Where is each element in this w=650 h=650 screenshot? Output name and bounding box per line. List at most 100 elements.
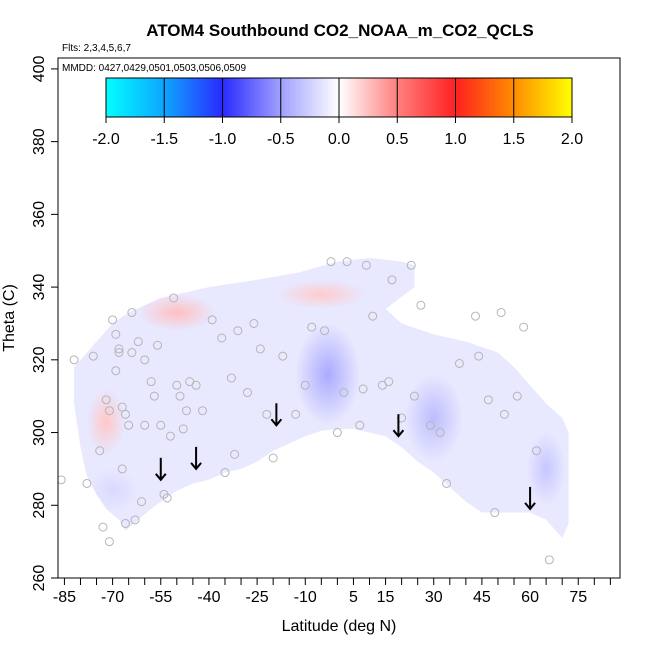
sample-point [101, 395, 111, 405]
anomaly-blob [138, 294, 216, 331]
sample-point [108, 315, 118, 325]
sample-point [133, 337, 143, 347]
sample-point [140, 355, 150, 365]
colorbar: -2.0 -1.5 -1.0 -0.5 0.0 0.5 1.0 1.5 2.0 [92, 77, 583, 148]
sample-point [368, 311, 378, 321]
anomaly-blob [276, 279, 367, 309]
sample-point [104, 406, 114, 416]
descent-arrow [190, 446, 202, 471]
y-axis-label: Theta (C) [1, 284, 18, 352]
x-tick-label: 5 [349, 589, 358, 606]
sample-point [104, 537, 114, 547]
anomaly-blob [86, 388, 126, 455]
sample-point [149, 391, 159, 401]
x-tick-label: 45 [473, 589, 491, 606]
sample-point [114, 348, 124, 358]
sample-point [426, 420, 436, 430]
sample-point [416, 300, 426, 310]
sample-point [255, 344, 265, 354]
sample-point [262, 409, 272, 419]
sample-point [146, 377, 156, 387]
colorbar-tick-label: -0.5 [267, 131, 295, 148]
x-tick-label: 60 [521, 589, 539, 606]
sample-point [120, 518, 130, 528]
x-tick-label: -85 [53, 589, 76, 606]
y-tick-label: 320 [31, 346, 48, 373]
sample-point [300, 380, 310, 390]
x-tick-label: -55 [149, 589, 172, 606]
sample-point [191, 380, 201, 390]
sample-point [519, 322, 529, 332]
flights-text: Flts: 2,3,4,5,6,7 [62, 43, 131, 54]
sample-point [111, 366, 121, 376]
sample-point [490, 508, 500, 518]
colorbar-tick-label: 1.0 [444, 131, 466, 148]
sample-point [98, 522, 108, 532]
sample-point [111, 329, 121, 339]
x-tick-label: -70 [101, 589, 124, 606]
sample-point [69, 355, 79, 365]
sample-point [130, 515, 140, 525]
sample-point [332, 428, 342, 438]
sample-point [544, 555, 554, 565]
y-tick-label: 300 [31, 419, 48, 446]
sample-point [532, 446, 542, 456]
sample-point [361, 260, 371, 270]
sample-point [512, 391, 522, 401]
sample-point [320, 326, 330, 336]
sample-point [198, 406, 208, 416]
sample-point [474, 351, 484, 361]
colorbar-tick-label: -1.0 [209, 131, 237, 148]
sample-point [454, 358, 464, 368]
sample-point [307, 322, 317, 332]
sample-point [226, 373, 236, 383]
sample-point [175, 391, 185, 401]
colorbar-tick-label: 2.0 [561, 131, 583, 148]
anomaly-blob [404, 374, 463, 462]
sample-point [406, 260, 416, 270]
anomaly-blob [86, 468, 139, 513]
anomaly-blob [295, 323, 360, 426]
sample-point [162, 493, 172, 503]
sample-point [278, 351, 288, 361]
colorbar-tick-label: -2.0 [92, 131, 120, 148]
sample-point [95, 446, 105, 456]
x-axis-label: Latitude (deg N) [282, 618, 397, 635]
sample-point [127, 308, 137, 318]
sample-point [242, 388, 252, 398]
sample-point [136, 497, 146, 507]
sample-point [249, 318, 259, 328]
x-tick-label: -25 [246, 589, 269, 606]
y-tick-label: 260 [31, 565, 48, 592]
sample-point [220, 468, 230, 478]
descent-arrow [154, 457, 167, 482]
plot-frame [57, 57, 621, 579]
sample-point [114, 344, 124, 354]
y-tick-label: 280 [31, 492, 48, 519]
colorbar-tick-label: -1.5 [150, 131, 178, 148]
plot-marks [58, 257, 554, 565]
sample-point [470, 311, 480, 321]
sample-point [207, 315, 217, 325]
y-tick-label: 380 [31, 128, 48, 155]
sample-point [355, 420, 365, 430]
sample-point [172, 380, 182, 390]
sample-point [409, 391, 419, 401]
x-tick-label: -10 [294, 589, 317, 606]
anomaly-field [86, 279, 566, 513]
sample-point [291, 409, 301, 419]
descent-arrow [392, 414, 405, 438]
sample-point [169, 293, 179, 303]
sample-point [140, 420, 150, 430]
sample-point [387, 275, 397, 285]
sample-point [127, 348, 137, 358]
sample-point [217, 333, 227, 343]
y-tick-label: 400 [31, 55, 48, 82]
colorbar-tick-label: 1.5 [503, 131, 525, 148]
sample-point [435, 428, 445, 438]
anomaly-blob [526, 432, 566, 506]
sample-point [268, 453, 278, 463]
sample-point [124, 420, 134, 430]
sample-point [58, 475, 66, 485]
sample-point [442, 478, 452, 488]
